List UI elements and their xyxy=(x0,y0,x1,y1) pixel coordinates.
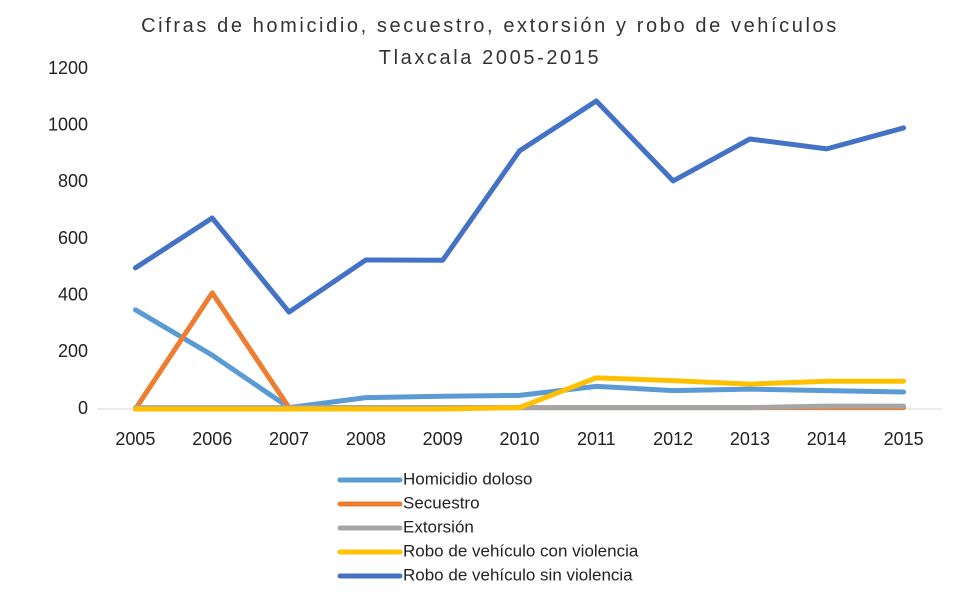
x-tick-label: 2005 xyxy=(115,429,155,449)
legend-label: Secuestro xyxy=(403,493,480,512)
x-tick-label: 2013 xyxy=(730,429,770,449)
y-tick-label: 400 xyxy=(58,284,88,304)
legend-label: Robo de vehículo con violencia xyxy=(403,541,639,560)
y-tick-label: 200 xyxy=(58,341,88,361)
x-tick-label: 2015 xyxy=(884,429,924,449)
legend-label: Homicidio doloso xyxy=(403,469,532,488)
y-tick-label: 800 xyxy=(58,171,88,191)
series-line xyxy=(132,375,907,412)
y-tick-label: 1000 xyxy=(48,114,88,134)
x-tick-label: 2008 xyxy=(346,429,386,449)
series-line xyxy=(132,98,907,315)
x-tick-label: 2011 xyxy=(577,429,616,449)
x-tick-label: 2012 xyxy=(653,429,693,449)
x-tick-label: 2009 xyxy=(423,429,463,449)
series-line xyxy=(132,307,907,411)
x-tick-label: 2006 xyxy=(192,429,232,449)
x-tick-label: 2007 xyxy=(269,429,309,449)
legend-label: Extorsión xyxy=(403,517,474,536)
legend-label: Robo de vehículo sin violencia xyxy=(403,565,633,584)
chart-title: Cifras de homicidio, secuestro, extorsió… xyxy=(141,15,839,69)
x-tick-label: 2014 xyxy=(807,429,847,449)
y-tick-label: 0 xyxy=(78,398,88,418)
y-tick-label: 1200 xyxy=(48,58,88,78)
x-tick-label: 2010 xyxy=(499,429,539,449)
y-tick-label: 600 xyxy=(58,228,88,248)
